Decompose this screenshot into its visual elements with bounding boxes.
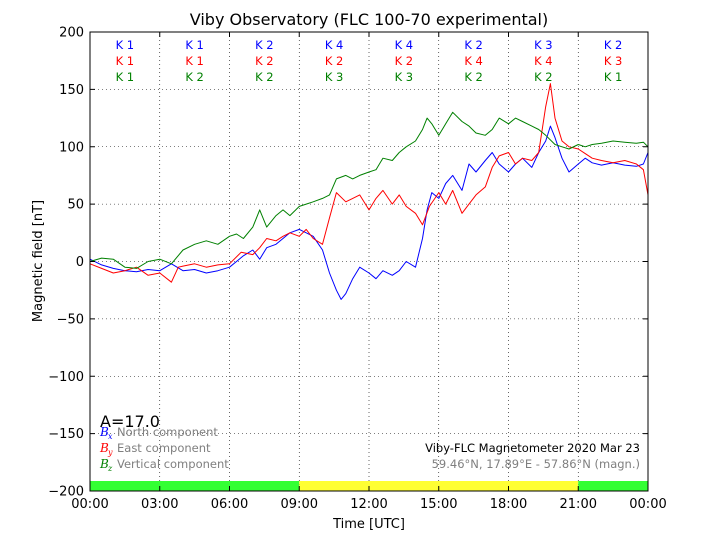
x-tick-label: 15:00 — [420, 497, 457, 512]
legend-symbol: B — [99, 457, 109, 471]
data-series — [89, 83, 649, 300]
x-axis-label: Time [UTC] — [332, 517, 405, 532]
y-tick-label: −50 — [57, 312, 84, 327]
legend-subscript: x — [108, 432, 113, 441]
y-tick-label: 200 — [59, 26, 84, 41]
k-index-label: K 1 — [116, 70, 135, 84]
k-index-label: K 1 — [116, 54, 135, 68]
k-index-label: K 1 — [185, 54, 204, 68]
k-index-label: K 2 — [255, 54, 274, 68]
chart-title: Viby Observatory (FLC 100-70 experimenta… — [190, 10, 549, 29]
y-tick-label: 50 — [67, 198, 84, 213]
k-index-label: K 2 — [255, 70, 274, 84]
x-tick-label: 09:00 — [281, 497, 318, 512]
legend-subscript: y — [107, 448, 113, 457]
k-index-label: K 2 — [604, 38, 623, 52]
legend-symbol: B — [99, 425, 109, 439]
daylight-band-2 — [578, 481, 648, 491]
k-index-label: K 4 — [395, 38, 414, 52]
info-line-1: Viby-FLC Magnetometer 2020 Mar 23 — [425, 441, 640, 455]
k-index-label: K 1 — [116, 38, 135, 52]
y-tick-label: −100 — [48, 370, 84, 385]
legend-label: Vertical component — [117, 457, 229, 471]
legend-subscript: z — [107, 464, 113, 473]
x-tick-label: 00:00 — [71, 497, 108, 512]
info-line-2: 59.46°N, 17.89°E - 57.86°N (magn.) — [432, 457, 640, 471]
x-tick-label: 18:00 — [490, 497, 527, 512]
k-index-label: K 2 — [464, 70, 483, 84]
grid-lines — [90, 32, 648, 491]
x-tick-label: 06:00 — [211, 497, 248, 512]
legend-symbol: B — [99, 441, 109, 455]
k-index-label: K 3 — [395, 70, 414, 84]
daylight-band-0 — [90, 481, 300, 491]
x-tick-label: 03:00 — [141, 497, 178, 512]
k-index-label: K 2 — [464, 38, 483, 52]
series-line-east — [89, 83, 649, 283]
k-index-label: K 3 — [325, 70, 344, 84]
k-index-label: K 3 — [604, 54, 623, 68]
k-index-label: K 2 — [534, 70, 553, 84]
series-line-vertical — [89, 111, 649, 269]
legend-label: North component — [117, 425, 218, 439]
k-index-label: K 2 — [395, 54, 414, 68]
y-tick-label: −150 — [48, 427, 84, 442]
k-index-label: K 2 — [185, 70, 204, 84]
y-tick-label: 100 — [59, 140, 84, 155]
k-index-label: K 2 — [325, 54, 344, 68]
k-index-label: K 4 — [464, 54, 483, 68]
k-index-label: K 4 — [325, 38, 344, 52]
y-tick-label: −200 — [48, 485, 84, 500]
k-index-label: K 2 — [255, 38, 274, 52]
k-index-label: K 4 — [534, 54, 553, 68]
legend-label: East component — [117, 441, 211, 455]
k-index-label: K 1 — [185, 38, 204, 52]
x-tick-label: 00:00 — [629, 497, 666, 512]
k-index-labels: K 1 K 1 K 2 K 4 K 4 K 2 K 3 K 2 K 1 K 1 K 2 K 2 K 2 K… — [116, 38, 623, 84]
k-index-label: K 3 — [534, 38, 553, 52]
a-index-text: A=17.0 — [100, 412, 160, 431]
y-tick-label: 0 — [76, 255, 84, 270]
x-tick-label: 12:00 — [350, 497, 387, 512]
series-line-north — [89, 125, 649, 300]
x-tick-label: 21:00 — [560, 497, 597, 512]
y-axis-label: Magnetic field [nT] — [31, 200, 46, 322]
k-index-label: K 1 — [604, 70, 623, 84]
axis-ticks: 00:00 03:00 06:00 09:00 12:00 15:00 18:00 21:00… — [48, 26, 666, 513]
y-tick-label: 150 — [59, 83, 84, 98]
